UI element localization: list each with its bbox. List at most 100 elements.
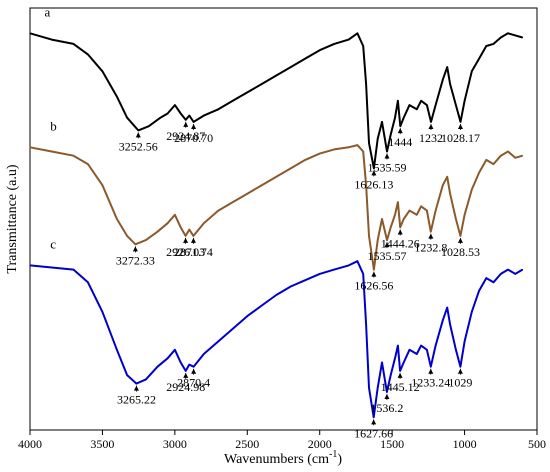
data-point-a-13 xyxy=(185,119,187,121)
data-point-a-6 xyxy=(126,117,128,119)
data-point-a-3 xyxy=(87,53,89,56)
peak-label-1232.8: 1232.8 xyxy=(414,241,447,255)
data-point-c-52 xyxy=(471,311,473,313)
annotation-arrowhead-13 xyxy=(397,229,403,235)
data-point-a-57 xyxy=(507,32,509,34)
annotation-arrowhead-20 xyxy=(384,394,390,400)
data-point-b-35 xyxy=(390,226,392,228)
data-point-b-30 xyxy=(368,235,370,237)
data-point-c-46 xyxy=(442,319,444,321)
annotation-arrowhead-6 xyxy=(428,123,434,129)
data-point-b-39 xyxy=(403,218,405,220)
data-point-a-52 xyxy=(471,70,473,72)
peak-label-1444: 1444 xyxy=(388,135,412,149)
data-point-b-27 xyxy=(356,144,358,146)
data-point-b-59 xyxy=(521,155,524,157)
data-point-c-26 xyxy=(348,264,350,266)
annotation-arrowhead-16 xyxy=(133,385,139,391)
annotation-arrowhead-10 xyxy=(190,237,196,243)
data-point-b-5 xyxy=(116,218,118,220)
peak-label-1444.26: 1444.26 xyxy=(381,236,420,250)
annotation-arrowhead-4 xyxy=(384,153,390,159)
data-point-a-28 xyxy=(362,45,364,47)
plot-frame xyxy=(29,7,538,431)
data-point-c-28 xyxy=(362,273,364,275)
data-point-b-43 xyxy=(426,210,428,212)
data-point-b-2 xyxy=(72,155,75,157)
data-point-a-39 xyxy=(403,117,405,119)
data-point-b-9 xyxy=(156,231,159,233)
annotation-arrowhead-8 xyxy=(132,246,138,252)
data-point-c-35 xyxy=(390,374,392,376)
data-point-a-4 xyxy=(101,70,103,72)
annotation-arrowhead-3 xyxy=(371,170,377,176)
data-point-c-20 xyxy=(261,304,263,307)
data-point-b-26 xyxy=(348,146,350,148)
annotation-arrowhead-18 xyxy=(191,368,197,374)
data-point-c-27 xyxy=(356,260,358,262)
data-point-a-12 xyxy=(180,112,182,115)
data-point-b-31 xyxy=(373,269,375,271)
data-point-a-56 xyxy=(500,36,502,39)
x-tick-label-3500: 3500 xyxy=(90,437,114,451)
x-tick-label-2500: 2500 xyxy=(235,437,259,451)
data-point-a-58 xyxy=(514,34,516,37)
data-point-c-0 xyxy=(29,264,31,266)
annotation-arrowhead-11 xyxy=(371,271,377,277)
peak-label-1232: 1232 xyxy=(419,131,443,145)
annotation-arrowhead-15 xyxy=(457,237,463,243)
annotation-arrowhead-23 xyxy=(457,368,463,374)
data-point-b-54 xyxy=(485,159,487,161)
data-point-b-22 xyxy=(290,167,292,169)
data-point-b-15 xyxy=(192,235,194,237)
data-point-a-1 xyxy=(51,39,53,41)
data-point-b-40 xyxy=(408,210,411,212)
peak-label-2924.98: 2924.98 xyxy=(166,380,205,394)
peak-label-1627.66: 1627.66 xyxy=(354,426,393,440)
peak-label-1535.57: 1535.57 xyxy=(367,249,406,263)
data-point-a-8 xyxy=(148,125,150,127)
data-point-b-28 xyxy=(362,150,364,153)
data-point-b-34 xyxy=(386,239,388,241)
data-point-a-9 xyxy=(159,117,161,119)
peak-label-1626.13: 1626.13 xyxy=(354,177,393,191)
data-point-a-45 xyxy=(435,104,437,106)
data-point-c-18 xyxy=(232,328,234,330)
data-point-b-53 xyxy=(478,172,480,174)
data-point-a-48 xyxy=(449,83,451,85)
data-point-a-44 xyxy=(430,121,432,123)
series-line-c xyxy=(29,260,524,419)
peak-label-1029: 1029 xyxy=(448,376,472,390)
x-tick-label-500: 500 xyxy=(528,437,546,451)
annotation-arrowhead-5 xyxy=(397,128,403,134)
data-point-b-33 xyxy=(381,218,383,220)
data-point-a-40 xyxy=(408,104,411,106)
data-point-b-47 xyxy=(446,176,448,178)
data-point-b-16 xyxy=(203,222,205,224)
data-point-b-50 xyxy=(459,235,461,237)
data-point-c-32 xyxy=(377,387,379,389)
data-point-a-50 xyxy=(459,121,462,123)
data-point-c-51 xyxy=(464,340,466,342)
data-point-c-9 xyxy=(156,366,159,368)
data-point-b-46 xyxy=(442,184,444,186)
data-point-a-47 xyxy=(446,66,448,68)
series-layer xyxy=(29,32,524,419)
data-point-b-20 xyxy=(261,184,263,186)
data-point-c-53 xyxy=(478,290,480,292)
data-point-b-56 xyxy=(500,155,502,157)
curve-label-b: b xyxy=(50,118,57,133)
data-point-c-1 xyxy=(51,266,53,269)
data-point-b-57 xyxy=(507,150,509,153)
x-tick-label-3000: 3000 xyxy=(163,437,187,451)
data-point-c-30 xyxy=(368,387,370,389)
data-point-b-45 xyxy=(435,210,437,212)
x-axis-title: Wavenumbers (cm-1) xyxy=(224,449,342,467)
data-point-a-21 xyxy=(275,74,277,77)
data-point-c-56 xyxy=(500,273,502,275)
x-tick-label-4000: 4000 xyxy=(18,437,42,451)
data-point-a-53 xyxy=(478,58,480,60)
data-point-c-8 xyxy=(145,378,147,380)
peak-label-3252.56: 3252.56 xyxy=(119,139,158,153)
x-axis-title-main: Wavenumbers (cm xyxy=(224,452,329,467)
